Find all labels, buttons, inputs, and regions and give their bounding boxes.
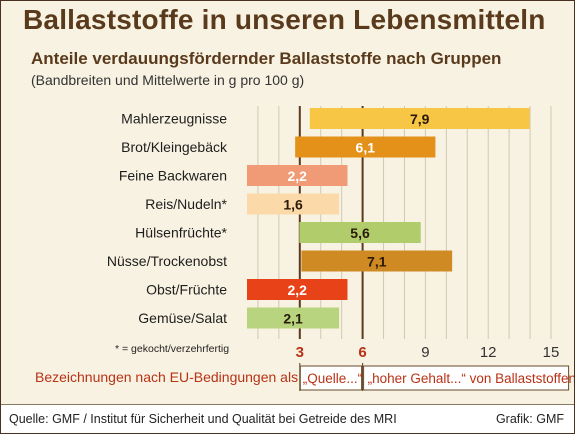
value-label: 6,1 <box>356 140 376 156</box>
value-label: 7,9 <box>410 111 430 127</box>
category-label: Gemüse/Salat <box>138 310 227 326</box>
footnote: * = gekocht/verzehrfertig <box>115 343 229 355</box>
value-label: 2,1 <box>283 311 303 327</box>
eu-quelle-text: „Quelle...“ <box>303 371 362 386</box>
bar <box>299 222 421 243</box>
value-label: 5,6 <box>350 225 370 241</box>
x-tick-label: 3 <box>296 344 304 361</box>
footer: Quelle: GMF / Institut für Sicherheit un… <box>1 404 574 433</box>
category-label: Mahlerzeugnisse <box>121 111 227 127</box>
eu-hoher-box <box>363 365 570 391</box>
bar <box>301 250 453 272</box>
category-label: Nüsse/Trockenobst <box>107 253 227 269</box>
chart-title: Ballaststoffe in unseren Lebensmitteln <box>23 4 546 35</box>
x-tick-label: 6 <box>358 344 366 361</box>
eu-quelle-box <box>299 365 363 391</box>
credit-text: Grafik: GMF <box>495 412 564 426</box>
x-tick-label: 12 <box>480 344 497 361</box>
value-label: 2,2 <box>288 282 308 298</box>
eu-label: Bezeichnungen nach EU-Bedingungen als <box>35 369 298 385</box>
x-tick-label: 9 <box>421 344 429 361</box>
bar <box>247 279 348 300</box>
category-label: Feine Backwaren <box>119 168 227 184</box>
bar <box>247 165 348 186</box>
value-label: 2,2 <box>288 168 308 184</box>
value-label: 1,6 <box>283 197 303 213</box>
eu-hoher-text: „hoher Gehalt...“ von Ballaststoffen <box>368 371 574 386</box>
chart-subtitle: Anteile verdauungsfördernder Ballaststof… <box>31 49 502 68</box>
category-label: Reis/Nudeln* <box>145 196 227 212</box>
bar <box>247 193 340 215</box>
bar-chart: Mahlerzeugnisse 7,9 Brot/Kleingebäck 6,1 Fei… <box>35 106 574 391</box>
bar <box>295 136 436 158</box>
value-label: 7,1 <box>367 254 387 270</box>
source-text: Quelle: GMF / Institut für Sicherheit un… <box>9 412 397 426</box>
category-label: Hülsenfrüchte* <box>135 225 227 241</box>
bar <box>247 307 340 329</box>
category-label: Brot/Kleingebäck <box>121 139 228 155</box>
bar <box>309 108 530 129</box>
x-tick-label: 15 <box>543 344 560 361</box>
chart-note: (Bandbreiten und Mittelwerte in g pro 10… <box>31 72 305 88</box>
category-label: Obst/Früchte <box>146 282 227 298</box>
